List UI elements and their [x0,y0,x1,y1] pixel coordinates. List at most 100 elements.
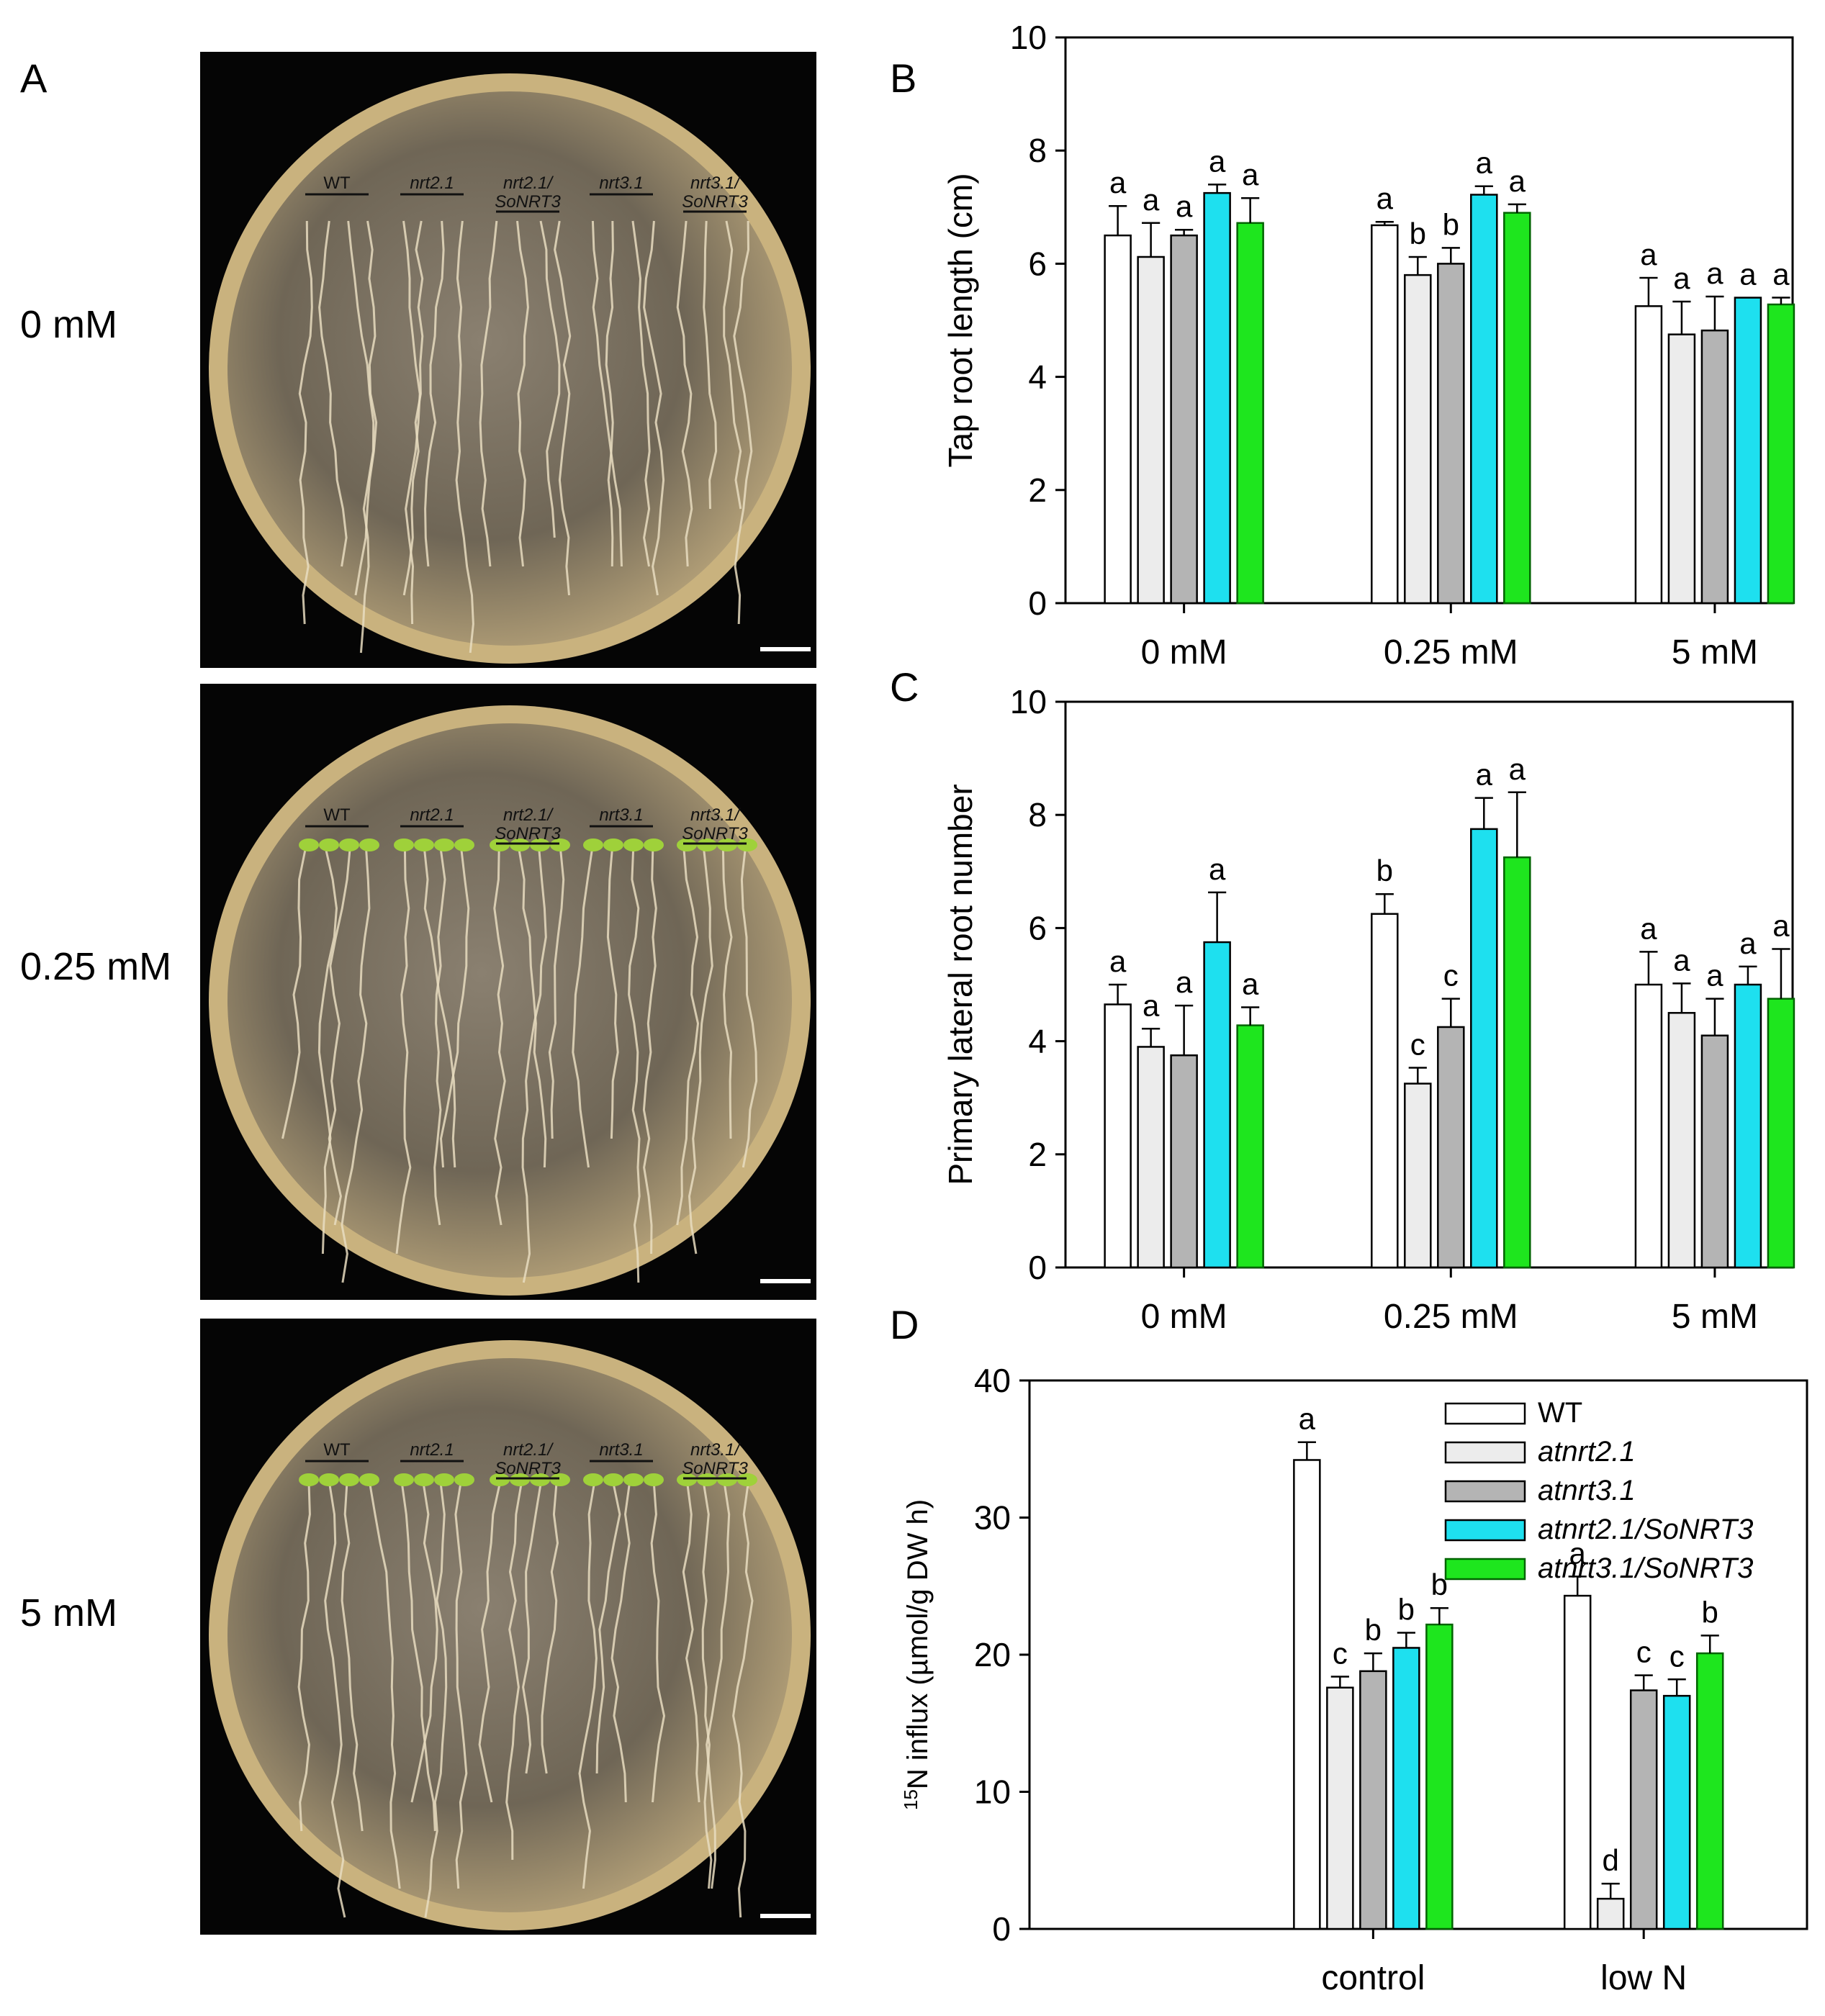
bar [1371,913,1399,1269]
x-tick-label: 0 mM [1141,633,1227,672]
y-tick-label: 6 [1028,909,1047,946]
seedling [359,1473,379,1486]
root-strand [628,850,641,1283]
root-strand [539,220,561,538]
root-strand [605,220,614,567]
root-strand [324,1485,346,1918]
root-strand [521,850,547,1283]
plate-lane-label: SoNRT3 [495,192,561,212]
seedling [677,1473,697,1486]
plate-photo-025mm: WT nrt2.1 nrt2.1/SoNRT3 nrt3.1 nrt3.1/SoNRT3 [200,684,816,1300]
seedling [583,1473,603,1486]
significance-letter: b [1365,1613,1382,1647]
root-strand [401,1485,436,1832]
root-strand [341,850,371,1283]
seedling [510,1473,530,1486]
bar [1371,224,1399,605]
root-strand [455,220,474,654]
bar [1236,222,1264,605]
seedling [697,839,717,851]
y-tick-label: 40 [974,1362,1011,1399]
bar [1293,1459,1321,1930]
root-strand [410,1485,438,1803]
seedling [603,839,623,851]
significance-letter: a [1569,1536,1587,1570]
bar [1203,941,1231,1269]
root-strand [610,1485,631,1803]
seedling [299,839,319,851]
seedling [583,839,603,851]
chart-b-tap-root-length: 0 2 4 6 8 10 Tap root length (cm) 0 mM a a a a a 0.25… [929,19,1821,684]
seedling [717,1473,737,1486]
root-strand [522,1485,542,1774]
root-strand [642,850,657,1255]
seedling [319,839,339,851]
root-strand [424,220,445,567]
seedling [530,839,550,851]
legend-swatch [1444,1480,1526,1503]
bar [1236,1024,1264,1269]
bar [1137,1046,1165,1269]
y-axis-label: 15N influx (µmol/g DW h) [900,1499,934,1810]
plate-lane-label: nrt2.1/ [503,805,554,825]
significance-letter: a [1476,146,1493,180]
seedling [623,839,644,851]
bar [1734,983,1762,1269]
seedling [414,1473,434,1486]
significance-letter: a [1772,908,1790,942]
chart-d-15n-influx: 0 10 20 30 40 15N influx (µmol/g DW h) control… [886,1353,1821,2015]
plate-photo-5mm: WT nrt2.1 nrt2.1/SoNRT3 nrt3.1 nrt3.1/SoNRT3 [200,1319,816,1935]
significance-letter: a [1640,911,1657,945]
bar [1563,1594,1592,1930]
y-tick-label: 6 [1028,245,1047,282]
panel-label-d: D [890,1302,919,1347]
bar [1425,1623,1454,1930]
root-strand [317,850,338,1255]
seedling [359,839,379,851]
chart-c-lateral-root-number: 0 2 4 6 8 10 Primary lateral root number 0 mM a a… [929,683,1821,1350]
bar [1596,1897,1625,1930]
significance-letter: a [1209,144,1226,178]
seedling [319,1473,339,1486]
seedling [339,1473,359,1486]
plate-lane-label: nrt2.1 [410,1440,454,1460]
y-tick-label: 0 [1028,584,1047,622]
significance-letter: a [1739,926,1757,960]
root-strand [703,220,718,510]
significance-letter: a [1640,238,1657,271]
legend-swatch [1444,1519,1526,1542]
significance-letter: a [1109,944,1127,978]
y-tick-label: 20 [974,1636,1011,1673]
significance-letter: a [1176,965,1193,999]
root-strand [541,1485,559,1774]
significance-letter: a [1706,959,1723,993]
root-strand [701,1485,713,1889]
y-tick-label: 0 [1028,1249,1047,1286]
bar [1470,194,1498,605]
root-strand [328,850,351,1226]
seedling [394,1473,414,1486]
plate-lane-label: nrt3.1/ [690,173,741,193]
bar [1437,1026,1465,1269]
seedling [644,1473,664,1486]
root-strand [682,1485,700,1803]
bar [1437,263,1465,605]
root-strand [347,220,375,654]
plate-lane-label: nrt2.1 [410,805,454,825]
bar [1767,303,1795,605]
root-strand [740,850,758,1168]
significance-letter: a [1242,967,1259,1000]
plate-lane-label: SoNRT3 [682,1459,748,1478]
seedling [697,1473,717,1486]
bar [1503,212,1531,605]
seedling [550,839,570,851]
bar [1392,1647,1420,1930]
root-strand [297,1485,311,1832]
root-strand [721,850,733,1139]
root-strand [733,220,753,625]
root-strand [395,850,412,1255]
plate-lane-label: SoNRT3 [682,192,748,212]
y-tick-label: 4 [1028,1023,1047,1060]
plate-lane-label: nrt3.1 [599,173,643,193]
bar [1470,828,1498,1269]
